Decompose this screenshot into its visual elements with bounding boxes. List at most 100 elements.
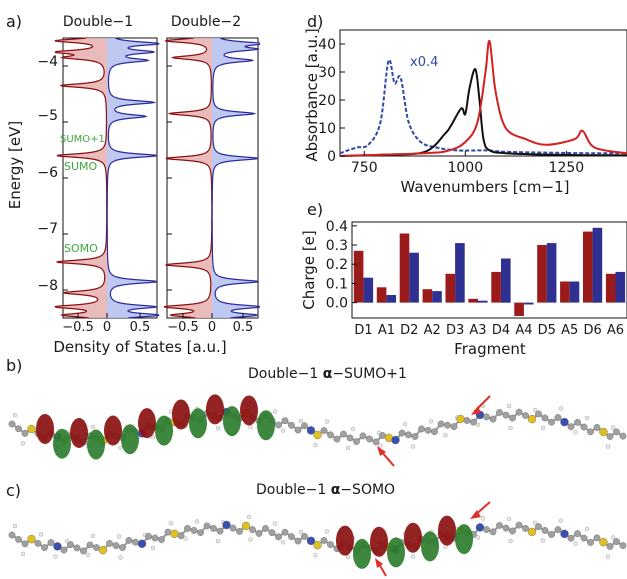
atom	[431, 428, 438, 436]
atom	[15, 536, 22, 543]
hydrogen-atom	[584, 415, 590, 421]
molecule-c-image	[8, 501, 627, 577]
atom	[379, 432, 386, 439]
charge-plot-frame	[351, 221, 627, 319]
charge-category-label: A2	[424, 323, 441, 338]
absorbance-ytick-label: 0	[327, 149, 336, 165]
atom	[541, 527, 549, 534]
hydrogen-atom	[506, 516, 512, 522]
dos-ytick-5: −5	[37, 108, 58, 124]
hydrogen-atom	[64, 538, 70, 544]
molecule-b-title-prefix: Double−1	[248, 366, 323, 382]
hydrogen-atom	[90, 424, 96, 430]
atom	[132, 538, 139, 546]
dos-p2-xtick-pos: 0.5	[233, 320, 254, 335]
absorbance-xtick-label: 1000	[447, 160, 483, 176]
hydrogen-atom	[508, 425, 513, 431]
atom	[574, 530, 581, 538]
absorbance-chart: 750 1000 1250 0 10 20 30 40 x0.4 Wavenumbers [c…	[303, 28, 627, 196]
atom	[613, 428, 620, 436]
orbital-lobe-positive	[189, 408, 207, 439]
atom	[320, 427, 328, 434]
panel-label-e: e)	[307, 200, 324, 219]
atom	[587, 539, 594, 546]
hydrogen-atom	[345, 445, 351, 451]
charge-ylabel: Charge [e]	[300, 230, 318, 310]
dos-p1-xtick-zero: 0	[103, 320, 111, 335]
absorbance-series-0	[339, 58, 627, 155]
orbital-lobe-negative	[206, 394, 224, 425]
hydrogen-atom	[480, 516, 486, 521]
dos-p2-xtick-zero: 0	[208, 320, 216, 335]
hydrogen-atom	[610, 535, 616, 540]
orbital-lobe-positive	[53, 428, 71, 459]
charge-category-label: D4	[492, 323, 510, 338]
hydrogen-atom	[540, 538, 546, 543]
hydrogen-atom	[532, 520, 538, 526]
charge-bar-A5-1	[569, 281, 580, 303]
atom	[222, 520, 231, 530]
atom	[527, 527, 537, 537]
atom	[522, 412, 529, 419]
atom	[60, 546, 68, 554]
atom	[515, 408, 523, 416]
atom	[249, 526, 256, 533]
hydrogen-atom	[540, 425, 546, 431]
hydrogen-atom	[298, 418, 304, 424]
atom	[593, 534, 601, 542]
dos-ytick-8: −8	[37, 278, 58, 294]
charge-bar-D5-1	[546, 243, 557, 303]
hydrogen-atom	[345, 554, 351, 560]
hydrogen-atom	[508, 538, 513, 544]
atom	[560, 529, 569, 539]
atom	[327, 431, 334, 439]
hydrogen-atom	[215, 425, 221, 431]
atom	[372, 438, 380, 446]
atom	[580, 534, 588, 542]
charge-ticks: D1 A1 D2 A2 D3 A3 D4 A4 D5 A5 D6 A6 0.0 0.1 0.2 0.3 0.4	[326, 219, 624, 338]
charge-bar-D4-1	[501, 258, 511, 303]
charge-category-label: A6	[607, 323, 624, 338]
panel-label-b: b)	[6, 356, 23, 375]
atom	[502, 411, 510, 419]
dos-panel-double-1	[54, 37, 160, 319]
atom	[327, 541, 334, 548]
atom	[125, 536, 133, 544]
atom	[599, 427, 608, 437]
dos-p1-xtick-pos: 0.5	[130, 320, 151, 335]
charge-bars	[353, 227, 626, 316]
charge-category-label: D3	[446, 323, 464, 338]
dos-p1-xtick-neg: −0.5	[62, 320, 94, 335]
atom	[281, 528, 289, 536]
atom	[306, 426, 316, 435]
dos-occupied-fill	[212, 38, 260, 318]
atom	[288, 421, 295, 429]
dos-annotation-sumo1: SUMO+1	[60, 134, 105, 145]
hydrogen-atom	[12, 523, 18, 529]
atom	[619, 542, 627, 549]
absorbance-lines	[339, 40, 627, 157]
hydrogen-atom	[118, 445, 123, 451]
atom	[398, 429, 406, 437]
hydrogen-atom	[410, 554, 416, 559]
atom	[98, 545, 108, 555]
atom	[496, 409, 503, 416]
hydrogen-atom	[428, 419, 434, 424]
atom	[301, 533, 308, 540]
dos-annotation-sumo: SUMO	[64, 160, 98, 173]
charge-bar-D5-0	[537, 245, 547, 303]
atom	[15, 425, 22, 433]
atom	[73, 544, 81, 552]
atom	[294, 537, 302, 545]
hydrogen-atom	[324, 529, 330, 534]
atom	[535, 523, 542, 531]
atom	[548, 531, 555, 538]
atom	[216, 527, 224, 535]
molecule-c-title-suffix: −SOMO	[340, 482, 396, 498]
atom	[67, 541, 74, 548]
orbital-lobe-negative	[336, 525, 354, 556]
charge-bar-A1-1	[386, 295, 396, 303]
charge-category-label: D2	[400, 323, 418, 338]
molecule-c-title-prefix: Double−1	[256, 482, 331, 498]
atom	[281, 417, 289, 425]
